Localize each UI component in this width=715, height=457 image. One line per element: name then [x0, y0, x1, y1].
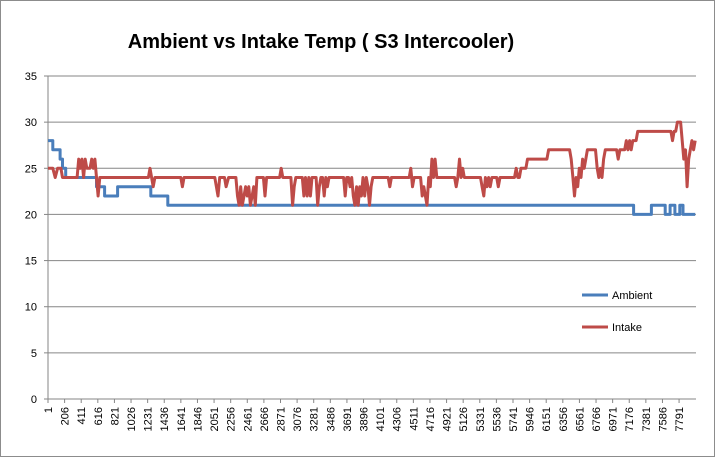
x-tick-label: 2461 [242, 407, 254, 431]
x-tick-label: 5126 [458, 407, 470, 431]
x-tick-label: 206 [60, 407, 72, 425]
x-tick-label: 6971 [608, 407, 620, 431]
x-tick-label: 5946 [525, 407, 537, 431]
legend-label-ambient: Ambient [612, 290, 652, 302]
y-tick-label: 5 [31, 348, 37, 360]
chart-title: Ambient vs Intake Temp ( S3 Intercooler) [128, 31, 514, 53]
y-tick-label: 15 [25, 256, 37, 268]
x-tick-label: 1846 [192, 407, 204, 431]
x-tick-label: 1 [43, 407, 55, 413]
x-tick-label: 3691 [342, 407, 354, 431]
x-tick-label: 616 [93, 407, 105, 425]
x-tick-label: 5331 [475, 407, 487, 431]
x-tick-label: 7791 [674, 407, 686, 431]
x-tick-label: 4716 [425, 407, 437, 431]
y-tick-labels: 0 5 10 15 20 25 30 35 [25, 71, 37, 406]
x-tick-label: 4306 [392, 407, 404, 431]
x-tick-label: 411 [76, 407, 88, 425]
legend-label-intake: Intake [612, 322, 642, 334]
x-tick-label: 4101 [375, 407, 387, 431]
x-tick-label: 2666 [259, 407, 271, 431]
gridlines [48, 75, 696, 354]
x-tick-label: 6561 [574, 407, 586, 431]
x-tick-label: 821 [109, 407, 121, 425]
x-tick-label: 3896 [359, 407, 371, 431]
x-tick-label: 5536 [491, 407, 503, 431]
y-tick-label: 35 [25, 71, 37, 83]
x-tick-label: 1026 [126, 407, 138, 431]
y-tick-label: 25 [25, 163, 37, 175]
x-tick-label: 1641 [176, 407, 188, 431]
y-tick-label: 0 [31, 394, 37, 406]
x-tick-label: 3281 [309, 407, 321, 431]
x-tick-label: 7176 [624, 407, 636, 431]
x-tick-label: 7381 [641, 407, 653, 431]
x-tick-label: 2051 [209, 407, 221, 431]
x-tick-label: 2871 [275, 407, 287, 431]
legend: Ambient Intake [582, 290, 652, 334]
x-tick-label: 7586 [657, 407, 669, 431]
x-tick-labels: 1 206 411 616 821 1026 1231 1436 1641 1846 2051 225… [43, 407, 686, 431]
x-tick-label: 1231 [143, 407, 155, 431]
y-tick-label: 20 [25, 209, 37, 221]
x-tick-label: 2256 [226, 407, 238, 431]
x-tick-label: 6766 [591, 407, 603, 431]
x-tick-label: 5741 [508, 407, 520, 431]
x-tick-label: 4511 [408, 407, 420, 431]
x-tick-label: 6151 [541, 407, 553, 431]
x-tick-label: 4921 [442, 407, 454, 431]
x-tick-label: 3076 [292, 407, 304, 431]
x-tick-label: 1436 [159, 407, 171, 431]
axes [44, 75, 696, 403]
y-tick-label: 10 [25, 302, 37, 314]
x-tick-label: 3486 [325, 407, 337, 431]
x-tick-label: 6356 [558, 407, 570, 431]
series-line-intake [48, 120, 697, 207]
series-lines [48, 120, 697, 216]
series-line-ambient [48, 139, 696, 216]
y-tick-label: 30 [25, 117, 37, 129]
